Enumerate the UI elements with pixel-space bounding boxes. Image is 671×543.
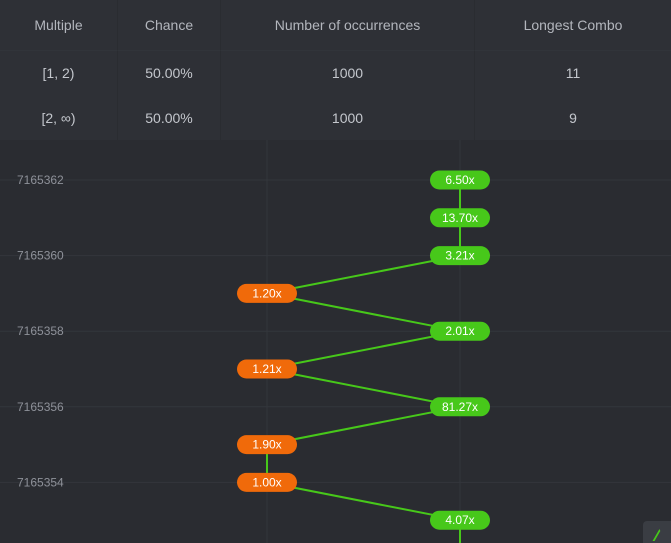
y-tick-label: 7165354: [17, 475, 64, 489]
header-occurrences: Number of occurrences: [220, 0, 474, 50]
multiplier-pill[interactable]: [237, 283, 297, 303]
cell-chance: 50.00%: [117, 50, 220, 96]
data-point[interactable]: 2.01x: [430, 321, 490, 341]
y-tick-label: 7165356: [17, 400, 64, 414]
data-point[interactable]: 1.21x: [237, 359, 297, 379]
multiplier-label: 13.70x: [442, 211, 478, 225]
data-point[interactable]: 81.27x: [430, 397, 490, 417]
multiplier-label: 1.00x: [252, 475, 281, 489]
multiplier-pill[interactable]: [430, 246, 490, 266]
multiplier-pill[interactable]: [430, 510, 490, 530]
multiplier-label: 2.01x: [445, 324, 474, 338]
y-tick-label: 7165362: [17, 173, 64, 187]
data-point[interactable]: 13.70x: [430, 208, 490, 228]
cell-occurrences: 1000: [220, 95, 474, 140]
table-header-row: Multiple Chance Number of occurrences Lo…: [0, 0, 671, 50]
table-row: [1, 2) 50.00% 1000 11: [0, 50, 671, 96]
data-point[interactable]: 1.00x: [237, 472, 297, 492]
chart-resize-handle[interactable]: [643, 521, 671, 543]
multiplier-trend-chart: 7165362 7165360 7165358 7165356 7165354 6.50x…: [0, 140, 671, 543]
cell-longest-combo: 11: [474, 50, 671, 96]
header-longest-combo: Longest Combo: [474, 0, 671, 50]
multiplier-pill[interactable]: [237, 435, 297, 455]
multiplier-pill[interactable]: [237, 359, 297, 379]
y-tick-label: 7165358: [17, 324, 64, 338]
header-multiple: Multiple: [0, 0, 117, 50]
multiplier-label: 4.07x: [445, 513, 474, 527]
data-point[interactable]: 3.21x: [430, 246, 490, 266]
cell-occurrences: 1000: [220, 50, 474, 96]
data-point[interactable]: 6.50x: [430, 170, 490, 190]
multiplier-stats-table: Multiple Chance Number of occurrences Lo…: [0, 0, 671, 140]
cell-longest-combo: 9: [474, 95, 671, 140]
cell-multiple: [2, ∞): [0, 95, 117, 140]
multiplier-pill[interactable]: [430, 321, 490, 341]
multiplier-label: 1.21x: [252, 362, 281, 376]
header-chance: Chance: [117, 0, 220, 50]
data-point[interactable]: 1.90x: [237, 435, 297, 455]
multiplier-label: 6.50x: [445, 173, 474, 187]
multiplier-label: 3.21x: [445, 249, 474, 263]
data-point[interactable]: 4.07x: [430, 510, 490, 530]
cell-chance: 50.00%: [117, 95, 220, 140]
multiplier-pill[interactable]: [430, 208, 490, 228]
chart-grid: [0, 140, 671, 543]
multiplier-pill[interactable]: [430, 170, 490, 190]
data-point[interactable]: 1.20x: [237, 283, 297, 303]
multiplier-label: 1.90x: [252, 438, 281, 452]
multiplier-pill[interactable]: [237, 472, 297, 492]
multiplier-pill[interactable]: [430, 397, 490, 417]
table-row: [2, ∞) 50.00% 1000 9: [0, 95, 671, 140]
multiplier-label: 1.20x: [252, 286, 281, 300]
series-line: [266, 180, 461, 543]
chart-canvas: 7165362 7165360 7165358 7165356 7165354 6.50x…: [0, 140, 671, 543]
cell-multiple: [1, 2): [0, 50, 117, 96]
multiplier-label: 81.27x: [442, 400, 478, 414]
y-tick-label: 7165360: [17, 249, 64, 263]
